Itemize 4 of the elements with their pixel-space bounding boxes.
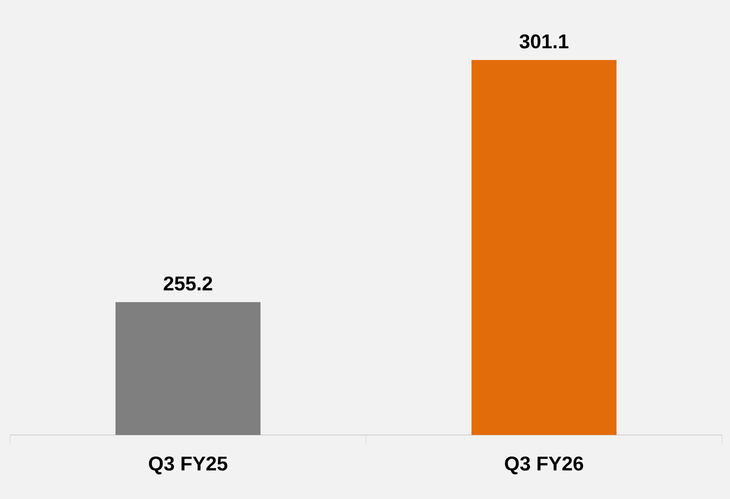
x-tick-label: Q3 FY26 [504,456,584,474]
data-label: 255.2 [164,276,212,291]
x-tick-label: Q3 FY25 [148,456,228,474]
data-label: 301.1 [520,34,568,48]
